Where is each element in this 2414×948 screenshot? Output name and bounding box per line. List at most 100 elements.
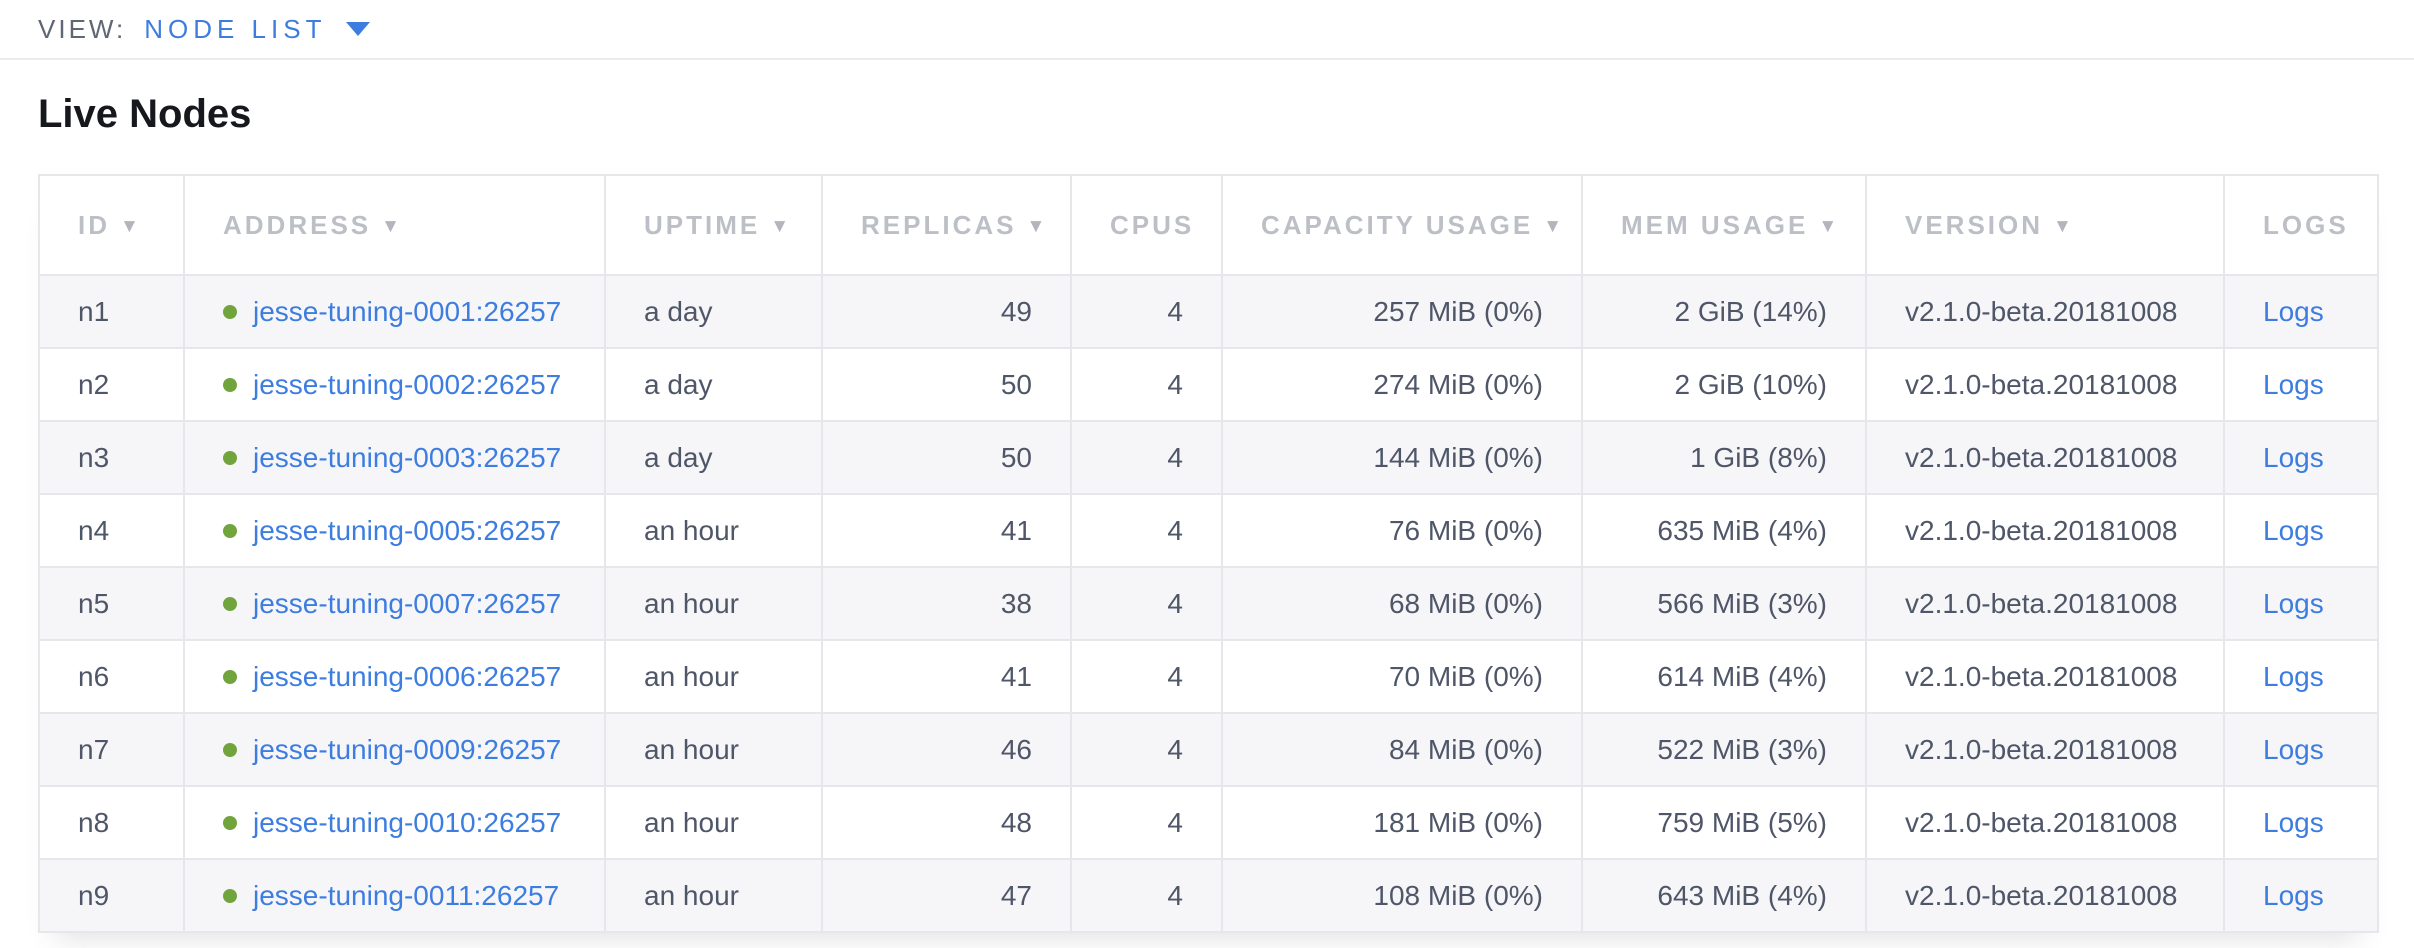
cell-version: v2.1.0-beta.20181008 — [1865, 639, 2225, 714]
logs-link[interactable]: Logs — [2263, 806, 2324, 838]
cell-logs: Logs — [2223, 420, 2379, 495]
cell-id: n7 — [38, 712, 185, 787]
cell-mem: 614 MiB (4%) — [1581, 639, 1867, 714]
view-label: VIEW: — [38, 13, 127, 44]
cell-mem: 1 GiB (8%) — [1581, 420, 1867, 495]
column-label: CAPACITY USAGE — [1261, 209, 1534, 240]
logs-link[interactable]: Logs — [2263, 733, 2324, 765]
logs-link[interactable]: Logs — [2263, 295, 2324, 327]
column-header-logs: LOGS — [2223, 174, 2379, 276]
node-address-link[interactable]: jesse-tuning-0002:26257 — [253, 368, 562, 400]
cell-id: n1 — [38, 274, 185, 349]
cell-version: v2.1.0-beta.20181008 — [1865, 858, 2225, 933]
cell-uptime: an hour — [604, 712, 823, 787]
cell-cpus: 4 — [1070, 639, 1223, 714]
table-row: n5 jesse-tuning-0007:26257 an hour 38 4 68 Mi… — [38, 566, 2379, 641]
page-title: Live Nodes — [38, 92, 252, 136]
node-address-link[interactable]: jesse-tuning-0010:26257 — [253, 806, 562, 838]
logs-link[interactable]: Logs — [2263, 441, 2324, 473]
cell-capacity: 274 MiB (0%) — [1221, 347, 1583, 422]
column-label: CPUS — [1110, 209, 1195, 240]
sort-desc-arrow-icon: ▼ — [1026, 215, 1049, 237]
node-address-link[interactable]: jesse-tuning-0009:26257 — [253, 733, 562, 765]
cell-uptime: a day — [604, 347, 823, 422]
status-dot-icon — [223, 596, 237, 611]
cell-id: n2 — [38, 347, 185, 422]
cell-logs: Logs — [2223, 566, 2379, 641]
table-header: ID ▼ ADDRESS ▼ UPTIME ▼ REPLICAS ▼ CPUS CAPACITY … — [38, 174, 2379, 276]
status-dot-icon — [223, 669, 237, 684]
cell-address: jesse-tuning-0010:26257 — [183, 785, 606, 860]
column-header-mem[interactable]: MEM USAGE ▼ — [1581, 174, 1867, 276]
cell-version: v2.1.0-beta.20181008 — [1865, 274, 2225, 349]
logs-link[interactable]: Logs — [2263, 587, 2324, 619]
cell-logs: Logs — [2223, 347, 2379, 422]
logs-link[interactable]: Logs — [2263, 660, 2324, 692]
cell-id: n5 — [38, 566, 185, 641]
status-dot-icon — [223, 523, 237, 538]
node-address-link[interactable]: jesse-tuning-0001:26257 — [253, 295, 562, 327]
cell-address: jesse-tuning-0002:26257 — [183, 347, 606, 422]
cell-capacity: 84 MiB (0%) — [1221, 712, 1583, 787]
cell-cpus: 4 — [1070, 347, 1223, 422]
cell-uptime: an hour — [604, 639, 823, 714]
cell-version: v2.1.0-beta.20181008 — [1865, 712, 2225, 787]
cell-version: v2.1.0-beta.20181008 — [1865, 347, 2225, 422]
column-header-version[interactable]: VERSION ▼ — [1865, 174, 2225, 276]
cell-address: jesse-tuning-0001:26257 — [183, 274, 606, 349]
cell-capacity: 257 MiB (0%) — [1221, 274, 1583, 349]
column-header-id[interactable]: ID ▼ — [38, 174, 185, 276]
cell-replicas: 49 — [821, 274, 1072, 349]
cell-uptime: an hour — [604, 566, 823, 641]
view-bar: VIEW: NODE LIST — [0, 0, 2414, 60]
logs-link[interactable]: Logs — [2263, 879, 2324, 911]
cell-version: v2.1.0-beta.20181008 — [1865, 420, 2225, 495]
cell-id: n6 — [38, 639, 185, 714]
column-label: UPTIME — [644, 209, 761, 240]
cell-uptime: an hour — [604, 785, 823, 860]
cell-mem: 2 GiB (10%) — [1581, 347, 1867, 422]
column-header-uptime[interactable]: UPTIME ▼ — [604, 174, 823, 276]
chevron-down-icon — [346, 22, 371, 36]
cell-cpus: 4 — [1070, 493, 1223, 568]
column-header-replicas[interactable]: REPLICAS ▼ — [821, 174, 1072, 276]
cell-capacity: 108 MiB (0%) — [1221, 858, 1583, 933]
sort-desc-arrow-icon: ▼ — [2053, 215, 2075, 237]
logs-link[interactable]: Logs — [2263, 514, 2324, 546]
cell-capacity: 70 MiB (0%) — [1221, 639, 1583, 714]
cell-mem: 759 MiB (5%) — [1581, 785, 1867, 860]
column-header-cpus: CPUS — [1070, 174, 1223, 276]
cell-address: jesse-tuning-0003:26257 — [183, 420, 606, 495]
cell-mem: 643 MiB (4%) — [1581, 858, 1867, 933]
view-selector-dropdown[interactable]: NODE LIST — [144, 14, 371, 45]
cell-replicas: 41 — [821, 639, 1072, 714]
cell-logs: Logs — [2223, 858, 2379, 933]
cell-logs: Logs — [2223, 493, 2379, 568]
cell-replicas: 48 — [821, 785, 1072, 860]
cell-uptime: a day — [604, 274, 823, 349]
table-row: n9 jesse-tuning-0011:26257 an hour 47 4 108 M… — [38, 858, 2379, 933]
node-address-link[interactable]: jesse-tuning-0007:26257 — [253, 587, 562, 619]
column-header-capacity[interactable]: CAPACITY USAGE ▼ — [1221, 174, 1583, 276]
column-header-address[interactable]: ADDRESS ▼ — [183, 174, 606, 276]
column-label: ADDRESS — [223, 209, 372, 240]
table-body: n1 jesse-tuning-0001:26257 a day 49 4 257 MiB… — [38, 274, 2379, 933]
cell-cpus: 4 — [1070, 712, 1223, 787]
node-address-link[interactable]: jesse-tuning-0005:26257 — [253, 514, 562, 546]
status-dot-icon — [223, 377, 237, 392]
cell-id: n8 — [38, 785, 185, 860]
node-address-link[interactable]: jesse-tuning-0006:26257 — [253, 660, 562, 692]
cell-uptime: an hour — [604, 493, 823, 568]
sort-desc-arrow-icon: ▼ — [1543, 215, 1565, 237]
cell-cpus: 4 — [1070, 420, 1223, 495]
cell-version: v2.1.0-beta.20181008 — [1865, 493, 2225, 568]
node-address-link[interactable]: jesse-tuning-0003:26257 — [253, 441, 562, 473]
node-address-link[interactable]: jesse-tuning-0011:26257 — [253, 879, 560, 911]
sort-desc-arrow-icon: ▼ — [1818, 215, 1841, 237]
cell-address: jesse-tuning-0006:26257 — [183, 639, 606, 714]
status-dot-icon — [223, 450, 237, 465]
sort-desc-arrow-icon: ▼ — [770, 215, 793, 237]
live-nodes-table: ID ▼ ADDRESS ▼ UPTIME ▼ REPLICAS ▼ CPUS CAPACITY … — [38, 174, 2379, 933]
logs-link[interactable]: Logs — [2263, 368, 2324, 400]
status-dot-icon — [223, 742, 237, 757]
